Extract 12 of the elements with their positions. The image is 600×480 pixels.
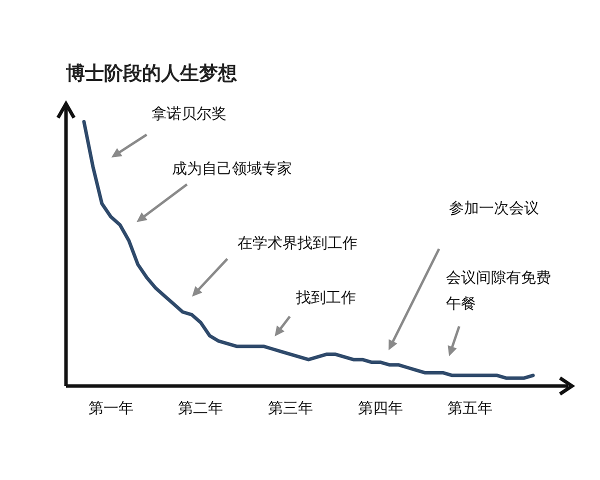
- x-tick-label: 第二年: [178, 398, 224, 417]
- x-tick-label: 第四年: [358, 398, 403, 417]
- annotation: 在学术界找到工作: [237, 234, 358, 252]
- x-tick-label: 第五年: [448, 398, 493, 417]
- x-tick-label: 第一年: [88, 398, 134, 417]
- x-tick-label: 第三年: [268, 398, 314, 417]
- annotation: 找到工作: [294, 288, 356, 306]
- annotation: 参加一次会议: [449, 199, 540, 218]
- chart-title: 博士阶段的人生梦想: [65, 62, 237, 84]
- annotation: 成为自己领域专家: [172, 159, 292, 178]
- annotation: 会议间隙有免费午餐: [446, 268, 552, 313]
- annotation: 拿诺贝尔奖: [152, 104, 227, 123]
